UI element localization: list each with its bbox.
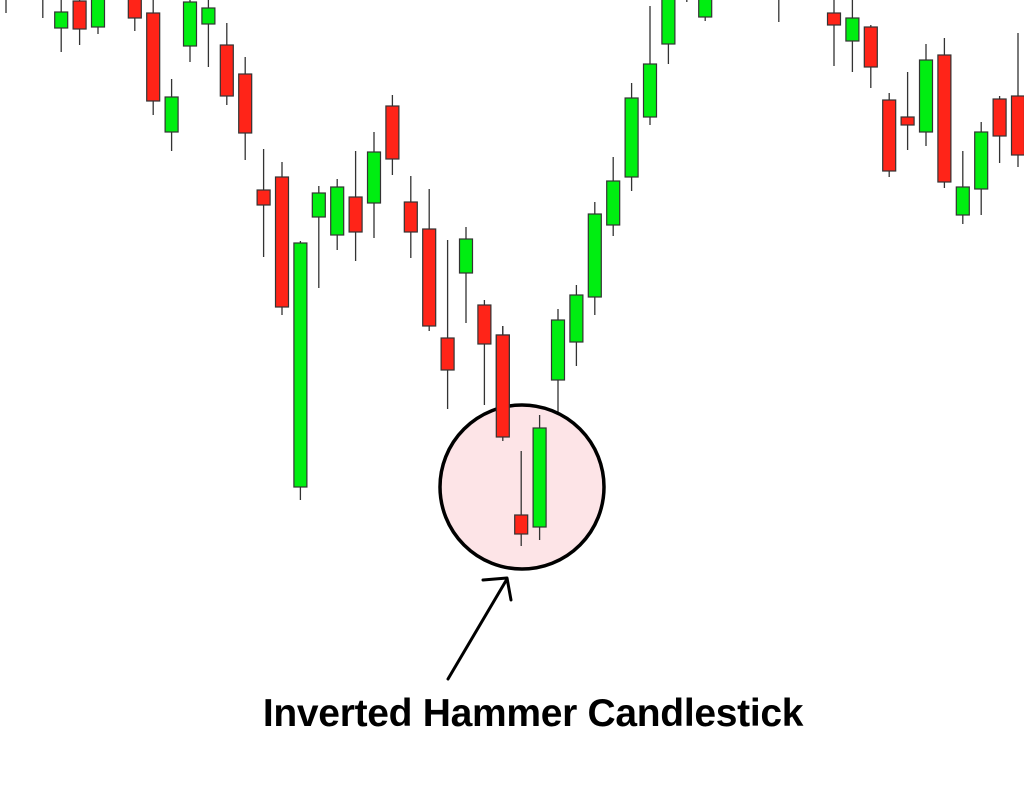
bearish-candle-body [495, 334, 510, 438]
bearish-candle-body [422, 228, 437, 327]
bullish-candle-body [366, 151, 382, 204]
candle [900, 72, 915, 150]
bullish-candle-body [90, 0, 106, 28]
candle [569, 285, 584, 366]
bullish-candle-body [164, 96, 179, 133]
candle [992, 96, 1007, 163]
bearish-candle-body [256, 189, 271, 206]
bullish-candle-body [182, 1, 198, 47]
candle [458, 227, 474, 323]
candle [146, 0, 161, 115]
candle [330, 179, 345, 250]
candle [495, 326, 510, 441]
candle [385, 95, 400, 175]
candle [845, 0, 860, 72]
highlight-circle [438, 403, 606, 571]
bearish-candle-body [477, 304, 492, 345]
bullish-candle-body [54, 11, 69, 29]
bearish-candle-body [127, 0, 142, 19]
bearish-candle-body [274, 176, 290, 308]
bullish-candle-body [624, 97, 639, 178]
bearish-candle-body [1010, 95, 1024, 156]
bullish-candle-body [201, 7, 216, 25]
bearish-candle-body [514, 514, 529, 535]
candle [274, 162, 290, 315]
highlighted-candle [514, 451, 529, 546]
candle [403, 176, 418, 258]
bullish-candle-body [311, 192, 326, 218]
candle [219, 23, 234, 105]
candle [164, 79, 179, 151]
candle [686, 0, 688, 2]
candle [937, 38, 952, 188]
bearish-candle-body [72, 0, 87, 30]
candle [293, 241, 308, 500]
candle [366, 132, 382, 238]
candle [698, 0, 713, 21]
bearish-candle-body [238, 73, 253, 134]
candle [5, 0, 7, 13]
candle [882, 93, 897, 177]
bearish-candle-body [992, 98, 1007, 137]
bullish-candle-body [330, 186, 345, 236]
candle [477, 300, 492, 405]
bullish-candle-body [974, 131, 989, 190]
highlighted-candles-group [495, 326, 547, 546]
annotation-label: Inverted Hammer Candlestick [262, 692, 804, 735]
candle [72, 0, 87, 45]
bullish-candle-body [587, 213, 602, 298]
bullish-candle-body [550, 319, 566, 381]
candle [863, 25, 878, 88]
candle [238, 57, 253, 160]
bearish-candle-body [348, 196, 363, 233]
candles-group [5, 0, 1024, 500]
bullish-candle-body [532, 427, 547, 528]
arrow-icon [446, 576, 513, 681]
candle [42, 0, 44, 18]
bearish-candle-body [219, 44, 234, 97]
candle [624, 83, 639, 191]
bullish-candle-body [918, 59, 934, 133]
bearish-candle-body [403, 201, 418, 233]
candle [826, 0, 842, 66]
bullish-candle-body [642, 63, 658, 118]
candle [201, 0, 216, 67]
candle [606, 157, 621, 236]
candle [778, 0, 780, 22]
candle [54, 0, 69, 52]
highlighted-candle [532, 415, 547, 540]
bullish-candle-body [458, 238, 474, 274]
bearish-candle-body [826, 12, 842, 26]
candle [182, 0, 198, 62]
bearish-candle-body [440, 337, 455, 371]
candle [1010, 33, 1024, 167]
candle [587, 202, 602, 315]
bullish-candle-body [569, 294, 584, 343]
candle [256, 149, 271, 257]
candle [642, 6, 658, 125]
candle [440, 240, 455, 409]
candle [422, 189, 437, 331]
bullish-candle-body [606, 180, 621, 226]
bearish-candle-body [863, 26, 878, 68]
candle [955, 151, 970, 224]
candle [661, 0, 676, 64]
bearish-candle-body [385, 105, 400, 160]
candle [918, 44, 934, 146]
bearish-candle-body [146, 12, 161, 102]
bullish-candle-body [293, 242, 308, 488]
candle [311, 186, 326, 288]
bullish-candle-body [661, 0, 676, 45]
candle [127, 0, 142, 31]
bearish-candle-body [937, 54, 952, 183]
candle [348, 151, 363, 261]
candle [90, 0, 106, 34]
bullish-candle-body [845, 17, 860, 42]
bullish-candle-body [955, 186, 970, 216]
bullish-candle-body [698, 0, 713, 18]
candle [974, 122, 989, 215]
bearish-candle-body [900, 116, 915, 126]
bearish-candle-body [882, 99, 897, 172]
